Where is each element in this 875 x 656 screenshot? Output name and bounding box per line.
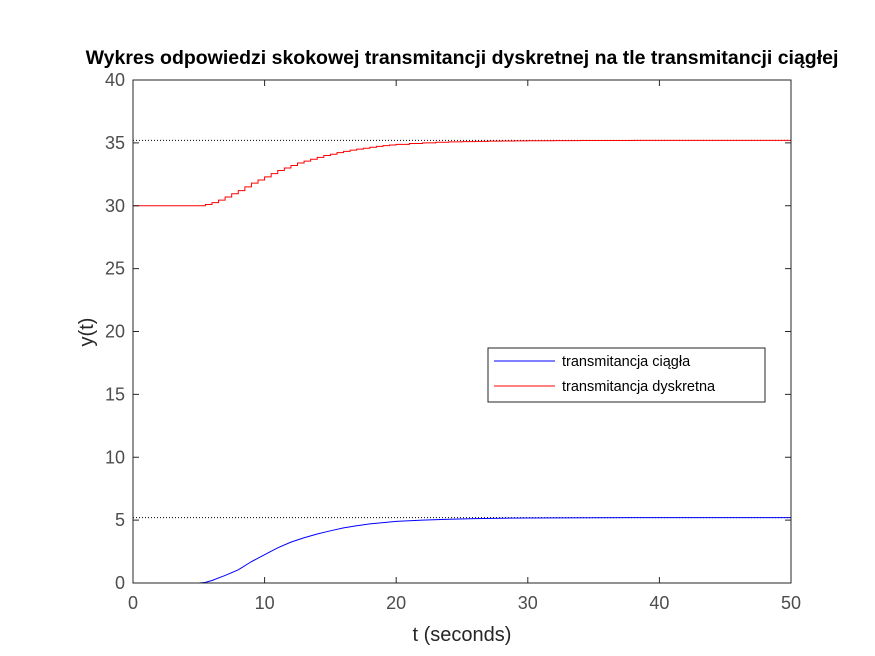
x-tick-label: 30 (518, 593, 538, 613)
x-tick-label: 50 (781, 593, 801, 613)
y-tick-label: 15 (105, 384, 125, 404)
plot-area (133, 80, 791, 583)
legend-label-discrete: transmitancja dyskretna (562, 379, 716, 395)
y-tick-labels: 0 5 10 15 20 25 30 35 40 (105, 70, 125, 593)
y-tick-label: 35 (105, 133, 125, 153)
legend-label-continuous: transmitancja ciągła (562, 354, 691, 370)
legend: transmitancja ciągła transmitancja dyskr… (487, 347, 766, 403)
axis-ticks (132, 79, 792, 584)
x-tick-labels: 0 10 20 30 40 50 (128, 593, 801, 613)
y-tick-label: 25 (105, 259, 125, 279)
chart-title: Wykres odpowiedzi skokowej transmitancji… (86, 47, 839, 69)
x-tick-label: 0 (128, 593, 138, 613)
legend-box (487, 347, 766, 403)
series-lines (133, 139, 791, 584)
y-tick-label: 5 (115, 510, 125, 530)
series-line-discrete (133, 139, 791, 207)
x-tick-label: 20 (386, 593, 406, 613)
x-axis-label: t (seconds) (413, 624, 512, 646)
y-axis-label: y(t) (76, 318, 98, 347)
y-tick-label: 40 (105, 70, 125, 90)
y-tick-label: 20 (105, 322, 125, 342)
x-tick-label: 10 (255, 593, 275, 613)
y-tick-label: 10 (105, 447, 125, 467)
y-tick-label: 30 (105, 196, 125, 216)
x-tick-label: 40 (649, 593, 669, 613)
y-tick-label: 0 (115, 573, 125, 593)
series-line-continuous (133, 517, 791, 584)
